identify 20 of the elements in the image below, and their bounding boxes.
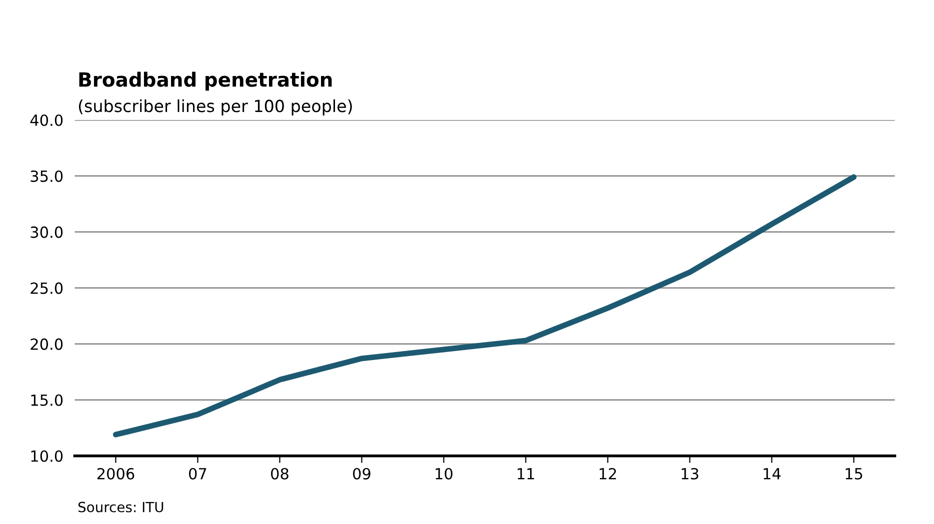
x-tick-label: 11	[518, 468, 534, 480]
x-tick-label: 12	[600, 468, 616, 480]
x-tick-label: 08	[271, 468, 288, 480]
y-tick-label: 10.0	[31, 450, 63, 462]
y-tick-label: 15.0	[31, 394, 63, 406]
y-tick-label: 25.0	[30, 282, 63, 294]
x-tick-label: 2006	[97, 468, 134, 480]
source-note: Sources: ITU	[78, 502, 164, 512]
x-tick-label: 09	[353, 468, 370, 480]
chart-title: Broadband penetration	[79, 72, 332, 91]
chart-subtitle: (subscriber lines per 100 people)	[78, 99, 352, 116]
y-tick-label: 20.0	[30, 338, 63, 350]
y-tick-label: 35.0	[30, 170, 63, 182]
y-tick-label: 40.0	[30, 114, 63, 126]
x-tick-label: 14	[764, 468, 781, 480]
x-tick-label: 07	[189, 468, 206, 480]
x-tick-label: 13	[682, 468, 698, 480]
x-tick-label: 15	[846, 468, 862, 480]
y-tick-label: 30.0	[30, 226, 63, 238]
x-tick-label: 10	[436, 468, 452, 480]
